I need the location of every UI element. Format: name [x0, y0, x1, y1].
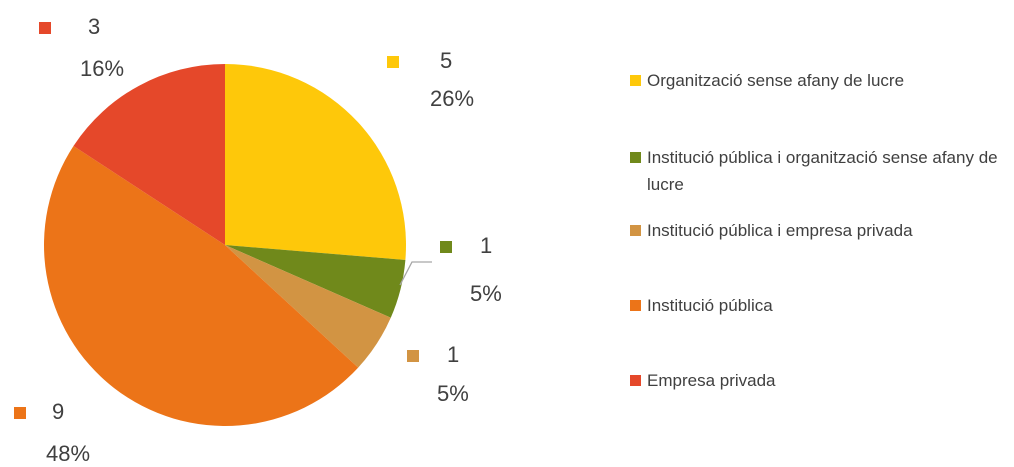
pie-slice — [225, 245, 406, 318]
pie-slice — [44, 146, 359, 426]
percent-label: 5% — [437, 381, 469, 406]
label-swatch — [39, 22, 51, 34]
label-swatch — [14, 407, 26, 419]
label-swatch — [387, 56, 399, 68]
data-label: 5 — [440, 48, 452, 73]
label-swatch — [407, 350, 419, 362]
legend-item: Institució pública — [630, 292, 1010, 319]
legend-item: Empresa privada — [630, 367, 1010, 394]
legend-item: Institució pública i empresa privada — [630, 217, 1010, 244]
legend-swatch — [630, 152, 641, 163]
data-label: 1 — [447, 342, 459, 367]
data-label: 9 — [52, 399, 64, 424]
pie-slice — [73, 64, 225, 245]
legend-swatch — [630, 375, 641, 386]
label-swatch — [440, 241, 452, 253]
pie-slice — [225, 245, 391, 368]
legend-label: Empresa privada — [647, 371, 776, 390]
legend-label: Institució pública — [647, 296, 773, 315]
data-label: 3 — [88, 14, 100, 39]
legend-swatch — [630, 225, 641, 236]
pie-slice — [225, 64, 407, 260]
percent-label: 48% — [46, 441, 90, 466]
legend-label: Organització sense afany de lucre — [647, 71, 905, 90]
legend-label: Institució pública i organització sense … — [647, 148, 998, 194]
legend-label: Institució pública i empresa privada — [647, 221, 913, 240]
legend-item: Institució pública i organització sense … — [630, 144, 1010, 198]
data-label: 1 — [480, 233, 492, 258]
legend-item: Organització sense afany de lucre — [630, 67, 1010, 94]
percent-label: 26% — [430, 86, 474, 111]
percent-label: 16% — [80, 56, 124, 81]
legend-swatch — [630, 300, 641, 311]
legend-swatch — [630, 75, 641, 86]
leader-line — [399, 261, 432, 286]
percent-label: 5% — [470, 281, 502, 306]
